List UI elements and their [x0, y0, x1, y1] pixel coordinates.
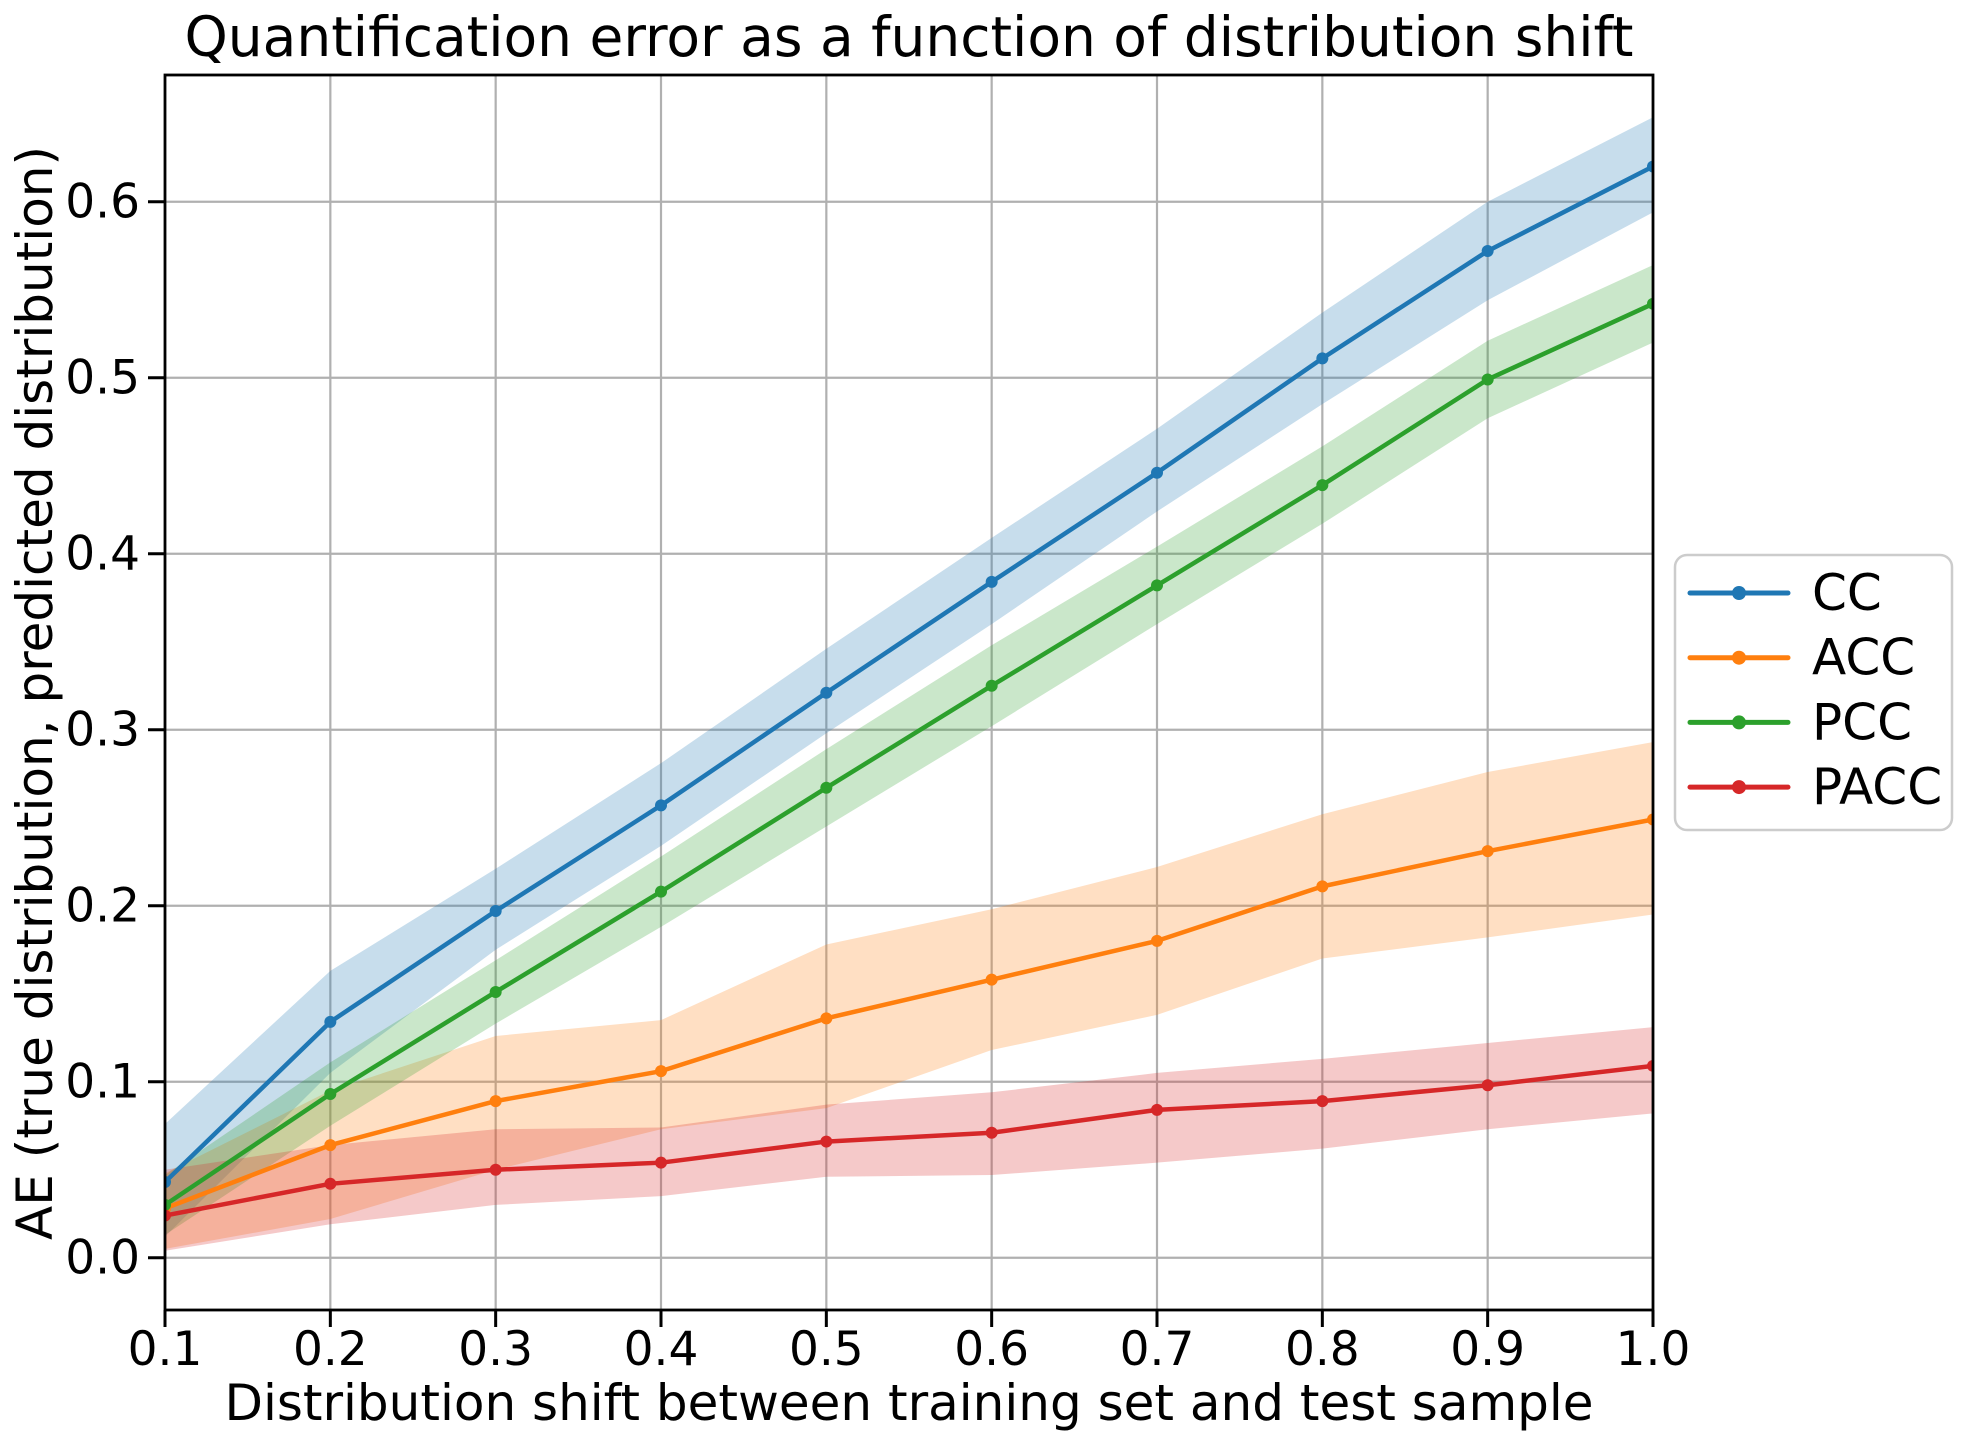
y-tick-label: 0.1: [65, 1055, 140, 1110]
legend-label-PACC: PACC: [1812, 758, 1942, 816]
marker-PACC: [489, 1163, 502, 1176]
marker-PACC: [324, 1177, 337, 1190]
legend-marker-CC: [1732, 586, 1746, 600]
marker-PCC: [489, 985, 502, 998]
marker-PACC: [985, 1126, 998, 1139]
plot-area: [165, 75, 1653, 1310]
axes-spines: [163, 73, 1655, 1312]
legend-label-CC: CC: [1812, 564, 1882, 622]
legend-marker-PCC: [1732, 715, 1746, 730]
y-tick-label: 0.2: [65, 879, 140, 934]
marker-PACC: [1647, 1059, 1653, 1072]
marker-PCC: [165, 1198, 171, 1211]
marker-PACC: [1481, 1079, 1494, 1092]
legend: CC ACC PCC PACC: [1673, 553, 1954, 832]
marker-PACC: [165, 1209, 171, 1222]
marker-ACC: [655, 1065, 667, 1078]
confidence-band-PCC: [165, 265, 1653, 1235]
line-ACC: [165, 817, 1653, 1211]
x-tick-label: 0.3: [458, 1322, 533, 1377]
line-CC: [165, 164, 1653, 1185]
legend-entry-CC: CC: [1687, 564, 1882, 622]
marker-CC: [489, 905, 502, 918]
marker-ACC: [324, 1139, 337, 1152]
tick-label-layer: 0.1 0.2 0.3 0.4 0.5 0.6 0.7 0.8 0.9 1.0 0.0 0.1 0.2 0…: [65, 175, 1690, 1377]
marker-CC: [1316, 352, 1329, 365]
y-tick-label: 0.4: [65, 527, 140, 582]
x-tick-label: 0.6: [954, 1322, 1029, 1377]
marker-CC: [985, 575, 998, 588]
y-axis-label: AE (true distribution, predicted distrib…: [6, 146, 64, 1240]
marker-CC: [1481, 245, 1494, 258]
marker-PACC: [1151, 1103, 1163, 1116]
y-tick-label: 0.5: [65, 351, 140, 406]
marker-ACC: [1647, 813, 1653, 826]
marker-ACC: [820, 1012, 833, 1025]
marker-PACC: [1316, 1095, 1329, 1108]
x-tick-label: 0.2: [293, 1322, 368, 1377]
series-layer: [165, 117, 1653, 1251]
y-tick-label: 0.6: [65, 175, 140, 230]
y-tick-label: 0.3: [65, 703, 140, 758]
x-tick-label: 1.0: [1616, 1322, 1691, 1377]
marker-CC: [1647, 160, 1653, 173]
marker-PCC: [1481, 373, 1494, 386]
x-tick-label: 0.4: [624, 1322, 699, 1377]
y-tick-label: 0.0: [65, 1231, 140, 1286]
legend-label-ACC: ACC: [1812, 629, 1915, 687]
marker-PCC: [655, 885, 667, 898]
marker-PCC: [1151, 579, 1163, 592]
confidence-band-CC: [165, 117, 1653, 1237]
marker-PCC: [1316, 479, 1329, 492]
marker-ACC: [985, 973, 998, 986]
marker-PCC: [985, 679, 998, 692]
marker-ACC: [489, 1095, 502, 1108]
legend-label-PCC: PCC: [1812, 693, 1912, 751]
x-tick-label: 0.9: [1450, 1322, 1525, 1377]
x-tick-label: 0.7: [1120, 1322, 1195, 1377]
marker-CC: [655, 799, 667, 812]
x-tick-label: 0.8: [1285, 1322, 1360, 1377]
line-PACC: [165, 1063, 1653, 1218]
legend-entry-PACC: PACC: [1687, 758, 1942, 816]
marker-PACC: [655, 1156, 667, 1169]
x-tick-label: 0.5: [789, 1322, 864, 1377]
line-PCC: [165, 301, 1653, 1208]
marker-ACC: [1316, 880, 1329, 893]
x-tick-label: 0.1: [128, 1322, 203, 1377]
marker-CC: [165, 1176, 171, 1189]
marker-PACC: [820, 1135, 833, 1148]
marker-CC: [820, 686, 833, 699]
legend-box: [1673, 553, 1954, 832]
x-axis-label: Distribution shift between training set …: [224, 1374, 1593, 1432]
legend-entry-ACC: ACC: [1687, 629, 1915, 687]
marker-PCC: [1647, 297, 1653, 310]
marker-ACC: [1481, 845, 1494, 858]
marker-CC: [1151, 466, 1163, 479]
legend-entry-PCC: PCC: [1687, 693, 1912, 751]
marker-PCC: [324, 1088, 337, 1101]
marker-ACC: [1151, 934, 1163, 947]
legend-marker-PACC: [1732, 780, 1746, 795]
legend-marker-ACC: [1732, 650, 1746, 665]
confidence-band-ACC: [165, 742, 1653, 1249]
marker-CC: [324, 1015, 337, 1028]
axes-layer: [148, 73, 1655, 1327]
marker-PCC: [820, 781, 833, 794]
chart-title: Quantification error as a function of di…: [185, 5, 1634, 69]
